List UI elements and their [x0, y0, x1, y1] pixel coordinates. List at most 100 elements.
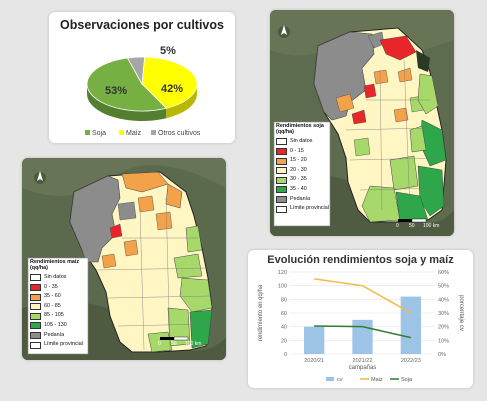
maiz-legend: Rendimientos maíz (qq/ha) Sin datos 0 - 3… — [30, 259, 88, 351]
y2-tick-label: 40% — [438, 297, 449, 303]
pie-legend-swatch — [151, 130, 156, 135]
maiz-legend-swatch — [30, 322, 41, 330]
pie-data-label: 53% — [105, 85, 127, 97]
soja-legend-swatch — [276, 195, 287, 203]
cv-bar — [304, 326, 325, 354]
soja-legend-swatch — [276, 138, 287, 146]
maiz-legend-label: 0 - 35 — [44, 283, 58, 290]
maiz-legend-swatch — [30, 341, 41, 349]
pie-chart-title: Observaciones por cultivos — [60, 18, 224, 32]
maiz-legend-label: 35 - 60 — [44, 293, 61, 300]
soja-legend-swatch — [276, 147, 287, 155]
maiz-legend-swatch — [30, 274, 41, 282]
y2-tick-label: 10% — [438, 338, 449, 344]
pie-data-label: 42% — [161, 83, 183, 95]
maiz-legend-label: Pedanía — [44, 331, 65, 338]
soja-legend-item: Sin datos — [276, 138, 330, 146]
x-tick-label: 2022/23 — [401, 358, 421, 364]
maiz-legend-item: 0 - 35 — [30, 284, 88, 291]
pie-slice-side — [166, 84, 197, 119]
maiz-scale-zero: 0 — [158, 341, 161, 347]
pie-legend-label: Soja — [92, 130, 106, 137]
x-tick-label: 2020/21 — [304, 358, 324, 364]
evolution-chart: 0 20 40 60 80 100 120 0% 10% 20% 30% 40% 50% 60% 2020/… — [258, 270, 464, 383]
maiz-legend-item: 85 - 105 — [30, 313, 88, 320]
y-tick-label: 0 — [284, 352, 287, 358]
soja-line — [314, 325, 411, 339]
x-axis-title: campañas — [349, 365, 377, 371]
soja-legend-title: Rendimientos soja (qq/ha) — [276, 123, 324, 135]
maiz-legend-label: Sin datos — [44, 274, 67, 280]
pie-legend-label: Otros cultivos — [158, 130, 201, 137]
maiz-scale-mid: 50 — [171, 341, 177, 347]
y2-tick-label: 60% — [438, 270, 449, 276]
maiz-legend-swatch — [30, 283, 41, 291]
maiz-legend-swatch — [30, 293, 41, 301]
legend-label-soja: Soja — [401, 377, 413, 383]
y-tick-label: 60 — [281, 311, 287, 317]
pie-slice-otros-cultivos — [126, 56, 146, 86]
maiz-legend-item: 35 - 60 — [30, 294, 88, 301]
soja-legend-item: 15 - 20 — [276, 158, 330, 165]
pie-slice-ma-z — [141, 56, 198, 109]
maiz-legend-item: 60 - 85 — [30, 302, 88, 311]
soja-legend-swatch — [276, 167, 287, 175]
pie-legend-swatch — [119, 130, 124, 135]
pie-legend-label: Maíz — [126, 130, 142, 137]
legend-swatch-cv — [326, 377, 334, 381]
y2-tick-label: 20% — [438, 325, 449, 331]
soja-map-card: Rendimientos soja (qq/ha) Sin datos 0 - 1… — [270, 10, 454, 236]
soja-legend-swatch — [276, 186, 287, 194]
y-tick-label: 40 — [281, 325, 287, 331]
y-axis-title: rendimiento en qq/ha — [258, 284, 264, 341]
soja-legend-label: 20 - 30 — [290, 166, 307, 173]
pie-data-label: 5% — [160, 45, 176, 57]
maiz-line — [314, 278, 412, 314]
maiz-legend-item: Pedanía — [30, 332, 88, 339]
legend-label-cv: cv — [337, 377, 343, 383]
soja-legend-item: Límite provincial — [276, 205, 330, 213]
pie-legend-swatch — [85, 130, 90, 135]
x-tick-label: 2021/22 — [353, 358, 373, 364]
y-tick-label: 120 — [278, 270, 287, 276]
soja-legend-label: 0 - 15 — [290, 147, 304, 154]
soja-legend-item: 30 - 35 — [276, 177, 330, 184]
legend-label-maiz: Maiz — [371, 377, 383, 383]
soja-legend-swatch — [276, 176, 287, 184]
maiz-legend-swatch — [30, 303, 41, 311]
maiz-legend-label: Límite provincial — [44, 341, 83, 348]
maiz-legend-title: Rendimientos maíz (qq/ha) — [30, 259, 80, 271]
pie-slice-side — [87, 84, 167, 121]
soja-legend-label: 15 - 20 — [290, 157, 307, 164]
maiz-legend-item: Límite provincial — [30, 341, 88, 349]
soja-legend-label: Límite provincial — [290, 205, 329, 212]
y2-axis-title: porcentaje cv — [458, 295, 464, 331]
soja-legend: Rendimientos soja (qq/ha) Sin datos 0 - 1… — [276, 123, 330, 215]
maiz-legend-item: Sin datos — [30, 274, 88, 282]
soja-legend-label: 30 - 35 — [290, 176, 307, 183]
soja-legend-item: 20 - 30 — [276, 166, 330, 175]
soja-legend-items: Sin datos 0 - 15 15 - 20 20 - 30 30 - 35 35 -… — [276, 138, 330, 213]
soja-legend-item: Pedanía — [276, 196, 330, 203]
maiz-map-card: Rendimientos maíz (qq/ha) Sin datos 0 - 3… — [22, 158, 226, 360]
cv-bar — [400, 296, 421, 354]
maiz-legend-label: 105 - 130 — [44, 321, 67, 328]
soja-legend-item: 0 - 15 — [276, 148, 330, 155]
soja-legend-label: Sin datos — [290, 138, 313, 144]
cv-bar — [352, 319, 373, 354]
evolution-chart-card: Evolución rendimientos soja y maíz 0 20 40… — [248, 250, 473, 388]
pie-slice-soja — [86, 57, 167, 112]
y2-tick-label: 50% — [438, 284, 449, 290]
soja-scale-end: 100 km — [423, 223, 440, 229]
maiz-legend-label: 60 - 85 — [44, 302, 61, 309]
soja-legend-swatch — [276, 205, 287, 213]
soja-legend-swatch — [276, 157, 287, 165]
maiz-legend-swatch — [30, 312, 41, 320]
pie-chart: 42% 53% 5% Soja Maíz Otros cultivos — [85, 45, 201, 137]
y-tick-label: 100 — [278, 284, 287, 290]
maiz-legend-label: 85 - 105 — [44, 312, 64, 319]
soja-yield-map — [270, 10, 454, 236]
y-tick-label: 80 — [281, 297, 287, 303]
soja-scale-mid: 50 — [409, 223, 415, 229]
soja-legend-item: 35 - 40 — [276, 186, 330, 194]
